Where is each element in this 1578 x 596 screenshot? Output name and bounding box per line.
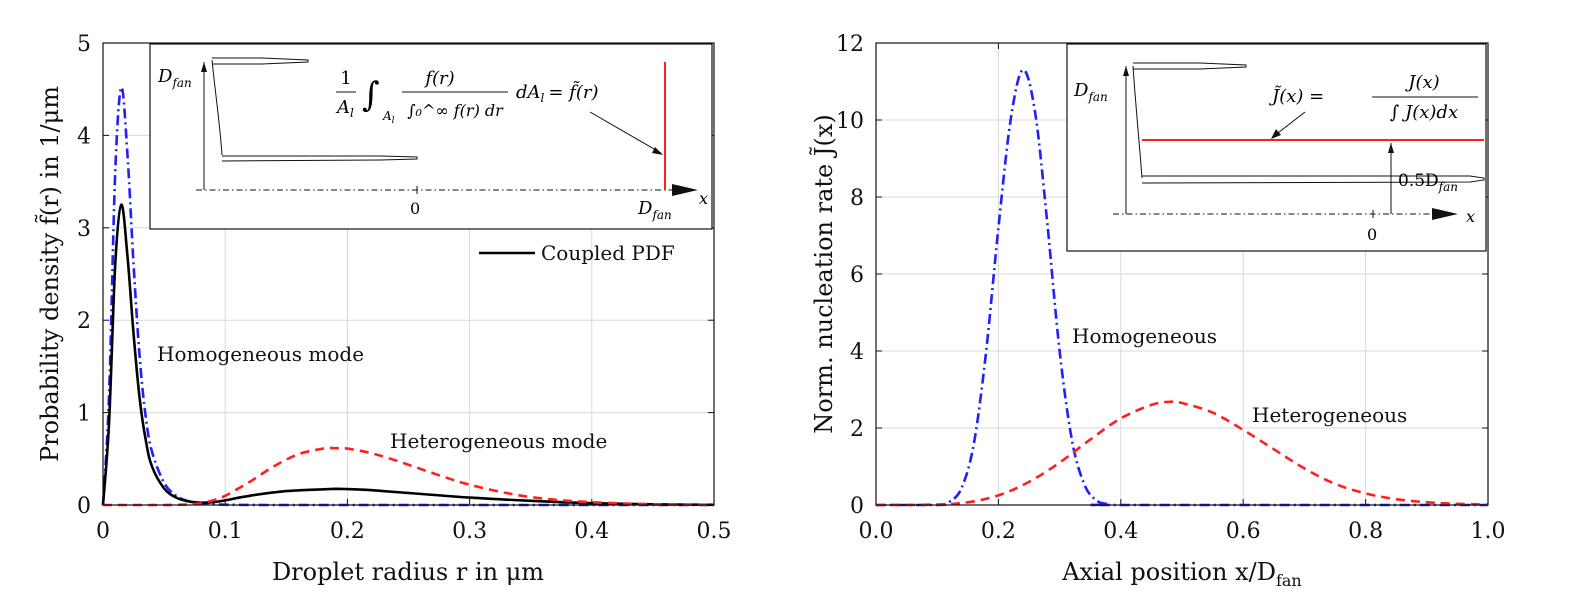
right-plot-frame (875, 42, 1489, 506)
y-tick-label: 12 (836, 32, 864, 57)
y-tick-label: 4 (850, 340, 864, 365)
right-y-axis-label: Norm. nucleation rate J̃(x) (810, 114, 838, 433)
right-inset-pointer-line (1273, 111, 1306, 137)
left-inset-zero-label: 0 (410, 199, 420, 218)
y-tick-label: 2 (850, 417, 864, 442)
y-tick-label: 5 (77, 32, 91, 57)
left-inset-dfan-right-label: Dfan (637, 198, 672, 222)
eq2-num: J(x) (1404, 72, 1439, 93)
y-tick-label: 0 (850, 494, 864, 519)
x-tick-label: 0.1 (208, 519, 243, 544)
eq-frac2-num: f(r) (423, 68, 454, 89)
right-inset-zero-label: 0 (1367, 225, 1377, 244)
left-chart: 0 0.1 0.2 0.3 0.4 0.5 0 1 2 3 4 5 Droplet radius r … (35, 32, 732, 586)
left-inset-profile-curve (211, 59, 223, 156)
y-tick-label: 8 (850, 186, 864, 211)
right-inset-frame (1066, 43, 1487, 252)
right-inset: Dfan 0.5Dfan 0 x J̃(x) = J(x) ∫ J(x)dx (1066, 43, 1487, 252)
eq2-den: ∫ J(x)dx (1390, 102, 1458, 123)
right-inset-equation: J̃(x) = J(x) ∫ J(x)dx (1268, 72, 1478, 123)
eq-int-sub: Al (382, 109, 395, 126)
right-inset-profile-curve (1132, 65, 1143, 179)
left-plot-frame (102, 42, 715, 506)
left-inset-equation: 1 Al ∫ Al f(r) ∫₀^∞ f(r) dr dAl = f̃(r) (335, 68, 599, 126)
left-inset-pointer-arrowhead (652, 147, 663, 155)
series-heterogeneous (875, 400, 1489, 507)
x-tick-label: 0.6 (1226, 519, 1261, 544)
x-tick-label: 0.5 (697, 519, 732, 544)
left-inset-lower-nozzle (221, 155, 418, 162)
right-homogeneous-annotation: Homogeneous (1072, 324, 1217, 348)
y-tick-label: 6 (850, 263, 864, 288)
left-inset-arrowhead-up (201, 62, 207, 72)
eq-frac1-den: Al (335, 97, 354, 120)
x-tick-label: 0.2 (330, 519, 365, 544)
y-tick-label: 3 (77, 217, 91, 242)
right-inset-x-label: x (1466, 207, 1475, 226)
right-chart: 0.0 0.2 0.4 0.6 0.8 1.0 0 2 4 6 8 10 12 Axial positi… (810, 32, 1506, 590)
right-inset-x-arrowhead (1432, 208, 1458, 220)
x-tick-label: 0.2 (981, 519, 1016, 544)
right-inset-half-label: 0.5Dfan (1398, 171, 1458, 194)
left-homogeneous-annotation: Homogeneous mode (157, 342, 364, 366)
y-tick-label: 10 (836, 109, 864, 134)
eq2-lhs: J̃(x) = (1268, 85, 1324, 107)
legend-label-coupled: Coupled PDF (541, 241, 675, 265)
eq-integral: ∫ (362, 75, 380, 115)
series-homogeneous (876, 68, 1488, 507)
right-inset-dfan-label: Dfan (1073, 80, 1108, 104)
right-inset-arrowhead-up (1123, 66, 1129, 76)
left-inset-x-label: x (699, 189, 708, 208)
eq-frac2-den: ∫₀^∞ f(r) dr (407, 101, 504, 120)
left-inset-frame (149, 43, 713, 230)
left-inset-dfan-label: Dfan (157, 66, 192, 90)
x-tick-label: 0.4 (574, 519, 609, 544)
y-tick-label: 2 (77, 309, 91, 334)
y-tick-label: 4 (77, 124, 91, 149)
right-x-axis-label: Axial position x/Dfan (1061, 558, 1301, 590)
left-inset-upper-nozzle (212, 57, 309, 65)
series-coupled-pdf (101, 203, 715, 507)
left-inset: Dfan 0 Dfan x 1 Al ∫ Al f(r) ∫₀^∞ f(r) d… (149, 43, 713, 230)
eq-frac1-num: 1 (340, 68, 351, 89)
eq-rhs: dAl = f̃(r) (516, 80, 599, 105)
right-heterogeneous-annotation: Heterogeneous (1252, 403, 1407, 427)
right-inset-half-arrowhead (1388, 143, 1394, 153)
left-legend: Coupled PDF (479, 241, 675, 265)
right-inset-lower-nozzle (1141, 175, 1485, 184)
left-inset-pointer-line (589, 111, 662, 154)
x-tick-label: 0.0 (859, 519, 894, 544)
right-inset-pointer-arrowhead (1271, 129, 1281, 139)
x-tick-label: 0.4 (1103, 519, 1138, 544)
x-tick-label: 1.0 (1471, 519, 1506, 544)
left-y-axis-label: Probability density f̃(r) in 1/μm (35, 86, 64, 462)
left-inset-x-arrowhead (672, 184, 698, 196)
left-heterogeneous-annotation: Heterogeneous mode (390, 429, 607, 453)
x-tick-label: 0.3 (452, 519, 487, 544)
right-inset-upper-nozzle (1133, 62, 1247, 70)
x-tick-label: 0 (96, 519, 110, 544)
x-tick-label: 0.8 (1348, 519, 1383, 544)
left-x-axis-label: Droplet radius r in μm (272, 558, 544, 586)
series-heterogeneous-mode (103, 446, 715, 507)
y-tick-label: 1 (77, 402, 91, 427)
y-tick-label: 0 (77, 494, 91, 519)
